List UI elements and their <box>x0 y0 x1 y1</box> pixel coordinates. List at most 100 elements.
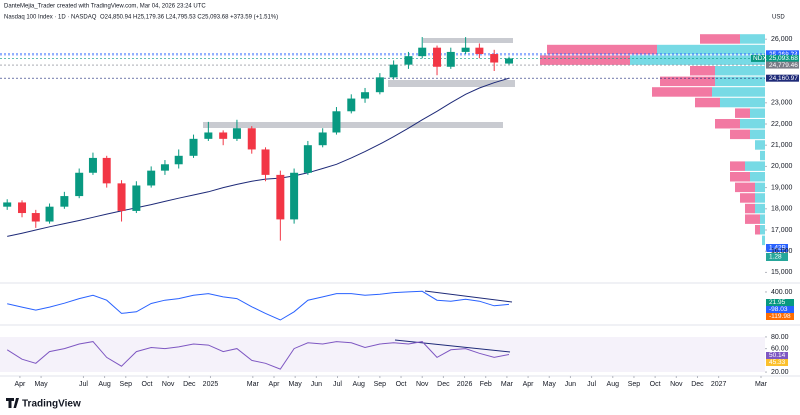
x-tick-label: 2026 <box>457 381 473 388</box>
rsi-line <box>6 341 510 370</box>
x-tick-label: Nov <box>416 381 429 388</box>
x-tick-label: Apr <box>14 381 26 388</box>
profile-up <box>750 129 765 140</box>
profile-up <box>760 214 765 224</box>
y-tick-label: 26,000 <box>771 36 793 43</box>
candle-body <box>31 213 40 222</box>
candle-body <box>174 155 183 165</box>
profile-down <box>660 76 715 87</box>
profile-down <box>735 182 755 193</box>
profile-up <box>755 193 765 203</box>
tag: 1.42B <box>769 245 786 252</box>
profile-down <box>730 129 750 140</box>
y-tick-label: 22,000 <box>771 121 793 128</box>
x-tick-label: Apr <box>523 381 535 388</box>
tag: -98.03 <box>769 306 788 313</box>
logo <box>6 398 19 408</box>
profile-up <box>760 225 765 235</box>
zone <box>388 80 515 87</box>
candle-body <box>404 56 413 65</box>
x-tick-label: 2025 <box>203 381 219 388</box>
price-tag: 24,160.97 <box>769 75 798 82</box>
y-tick-label: 20,000 <box>771 163 793 170</box>
price-tag-bg <box>766 61 799 69</box>
y-tick-label: 21,000 <box>771 142 793 149</box>
tag: 21.95 <box>769 299 786 306</box>
x-tick-label: Apr <box>269 381 281 388</box>
y-tick-label: 80.00 <box>771 334 789 341</box>
y-tick-label: 20.00 <box>771 369 789 376</box>
x-tick-label: Dec <box>183 381 196 388</box>
profile-down <box>540 55 630 65</box>
candle-body <box>261 149 270 175</box>
profile-up <box>740 119 765 129</box>
macd-line <box>7 290 510 321</box>
profile-up <box>720 97 765 108</box>
candle-body <box>446 51 455 67</box>
profile-down <box>695 97 720 108</box>
volume-tags: 1.42B 1.28 <box>766 244 788 261</box>
candle-body <box>375 77 384 93</box>
tag: 45.33 <box>769 359 786 366</box>
profile-up <box>715 76 765 87</box>
x-tick-label: Aug <box>98 381 111 388</box>
candle-body <box>232 128 241 139</box>
candle-body <box>433 47 442 67</box>
candle-body <box>18 202 27 214</box>
x-tick-label: Feb <box>480 381 492 388</box>
x-tick-label: Aug <box>352 381 365 388</box>
y-tick-label: 15,000 <box>771 269 793 276</box>
candle-body <box>332 111 341 133</box>
tag-bg <box>766 313 794 320</box>
candle-body <box>3 202 12 207</box>
profile-up <box>760 150 765 161</box>
symbol: Nasdaq 100 Index · 1D · NASDAQ <box>4 15 97 21</box>
profile-down <box>730 161 745 171</box>
x-tick-label: Jul <box>79 381 88 388</box>
tag-bg <box>766 253 788 261</box>
candle-body <box>303 145 312 173</box>
y-tick-label: 16,000 <box>771 248 793 255</box>
y-tick-label: 17,000 <box>771 227 793 234</box>
x-tick-label: Mar <box>247 381 260 388</box>
candle-body <box>75 172 84 197</box>
x-tick-label: May <box>289 381 303 388</box>
rsi-band <box>0 337 765 372</box>
candle-body <box>204 132 213 139</box>
x-tick-label: Mar <box>755 381 768 388</box>
profile-down <box>740 193 755 203</box>
candle-body <box>45 206 54 222</box>
x-tick-label: Jun <box>565 381 576 388</box>
x-tick-label: Oct <box>142 381 153 388</box>
candle-body <box>347 98 356 112</box>
x-tick-label: Dec <box>437 381 450 388</box>
profile-down <box>690 66 715 76</box>
candle-body <box>147 170 156 186</box>
x-tick-label: Mar <box>501 381 514 388</box>
candle-body <box>247 128 256 150</box>
candle-body <box>160 164 169 171</box>
candle-body <box>189 138 198 156</box>
candle-body <box>318 132 327 146</box>
ohlc: O24,850.94 H25,179.36 L24,795.53 C25,093… <box>100 15 278 21</box>
x-tick-label: 2027 <box>711 381 727 388</box>
macd-tags: 21.95 -98.03 -119.98 <box>766 299 794 320</box>
x-tick-label: Sep <box>120 381 133 388</box>
x-tick-label: Sep <box>628 381 641 388</box>
y-tick-label: 60.00 <box>771 345 789 352</box>
x-tick-label: Jun <box>311 381 322 388</box>
profile-up <box>750 108 765 118</box>
profile-up <box>755 182 765 193</box>
profile-up <box>740 34 765 44</box>
brand-name: TradingView <box>22 399 81 410</box>
profile-down <box>735 108 750 118</box>
y-tick-label: 400.00 <box>771 289 793 296</box>
profile-up <box>630 55 765 65</box>
x-tick-label: Oct <box>396 381 407 388</box>
candle-body <box>102 157 111 184</box>
tag: 1.28 <box>769 254 782 261</box>
profile-down <box>745 214 760 224</box>
candle-body <box>389 64 398 78</box>
profile-down <box>755 225 760 235</box>
zone <box>423 38 513 43</box>
